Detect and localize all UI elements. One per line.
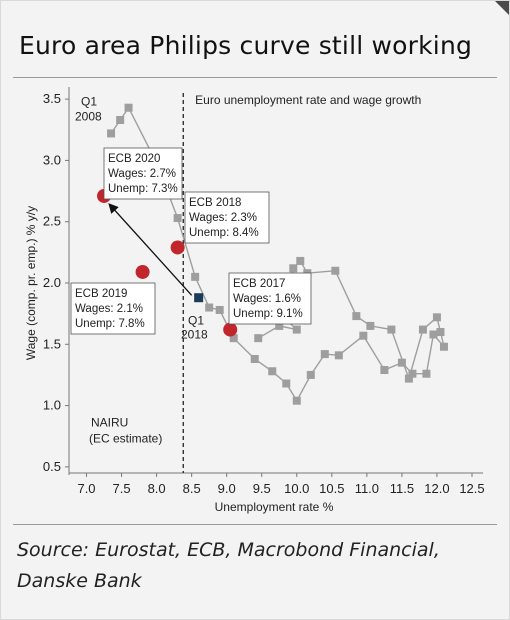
data-point-gray (397, 358, 406, 367)
callout-ecb-2018-line: ECB 2018 (189, 197, 241, 209)
data-point-gray (229, 334, 238, 343)
data-point-gray (124, 103, 133, 112)
callout-ecb-2020-line: Wages: 2.7% (108, 168, 176, 180)
data-point-gray (418, 325, 427, 334)
data-point-gray (292, 325, 301, 334)
source-note: Source: Eurostat, ECB, Macrobond Financi… (17, 539, 440, 592)
x-tick-label: 8.0 (148, 481, 166, 496)
y-tick-label: 2.5 (43, 214, 61, 229)
callout-ecb-2018-line: Unemp: 8.4% (189, 227, 259, 239)
x-axis-title: Unemployment rate % (215, 500, 334, 514)
data-point-gray (352, 312, 361, 321)
data-point-gray (429, 330, 438, 339)
label-q1-2008-year: 2008 (75, 110, 102, 124)
data-point-gray (268, 367, 277, 376)
chart-title: Euro unemployment rate and wage growth (195, 93, 421, 107)
callout-ecb-2017-line: Wages: 1.6% (233, 293, 301, 305)
x-tick-label: 10.0 (284, 481, 309, 496)
data-point-gray (366, 321, 375, 330)
data-point-gray (254, 334, 263, 343)
y-axis-title: Wage (comp. pr. emp.) % y/y (24, 206, 38, 360)
x-tick-label: 10.5 (319, 481, 344, 496)
source-divider (13, 524, 497, 525)
projection-arrow (108, 203, 193, 296)
data-point-gray (334, 351, 343, 360)
data-point-gray (205, 303, 214, 312)
data-point-gray (191, 272, 200, 281)
corner-mark (495, 1, 509, 15)
x-tick-label: 11.5 (390, 481, 414, 496)
data-point-gray (292, 396, 301, 405)
data-point-gray (432, 313, 441, 322)
y-tick-label: 3.5 (43, 91, 61, 106)
data-point-gray (408, 369, 417, 378)
title-divider (13, 77, 497, 78)
data-point-gray (422, 369, 431, 378)
data-point-gray (320, 350, 329, 359)
data-point-gray (282, 379, 291, 388)
data-point-latest (194, 293, 204, 303)
x-tick-label: 7.5 (113, 481, 131, 496)
data-point-ecb (223, 322, 238, 337)
data-point-gray (439, 342, 448, 351)
label-nairu: NAIRU (91, 415, 128, 429)
data-point-gray (296, 256, 305, 265)
callout-ecb-2020-line: Unemp: 7.3% (108, 183, 178, 195)
callout-ecb-2018-box (184, 191, 270, 244)
scatter-chart: 0.5 1.0 1.5 2.0 2.5 3.0 3.5 7.0 7.5 8.0 8.5 9.0 9.5 1… (24, 87, 485, 514)
callout-ecb-2019-line: Wages: 2.1% (75, 303, 143, 315)
label-nairu-note: (EC estimate) (89, 431, 162, 445)
x-tick-label: 9.0 (218, 481, 236, 496)
data-point-gray (250, 355, 259, 363)
callout-ecb-2019-line: Unemp: 7.8% (75, 318, 145, 330)
callout-ecb-2019-line: ECB 2019 (75, 288, 127, 300)
data-point-gray (380, 366, 389, 375)
data-point-gray (173, 214, 182, 223)
x-tick-label: 12.0 (424, 481, 449, 496)
label-q1-2018: Q1 (188, 314, 204, 328)
y-tick-label: 1.0 (43, 398, 61, 413)
data-point-ecb (170, 240, 185, 255)
callout-ecb-2020-box (103, 147, 183, 200)
data-point-gray (404, 374, 413, 383)
y-tick-label: 0.5 (43, 459, 61, 474)
data-point-gray (331, 266, 340, 275)
x-tick-label: 9.5 (253, 481, 271, 496)
data-point-gray (436, 328, 445, 337)
x-tick-label: 8.5 (183, 481, 201, 496)
x-tick-label: 7.0 (77, 481, 95, 496)
label-q1-2008: Q1 (81, 95, 97, 109)
data-point-gray (107, 129, 116, 138)
data-point-gray (306, 370, 315, 379)
callout-ecb-2018-line: Wages: 2.3% (189, 212, 257, 224)
callout-ecb-2019-box (70, 282, 156, 335)
y-tick-label: 3.0 (43, 152, 61, 167)
callout-ecb-2017-line: Unemp: 9.1% (233, 308, 303, 320)
data-point-gray (359, 331, 368, 340)
page-title: Euro area Philips curve still working (19, 31, 473, 60)
x-tick-label: 12.5 (459, 481, 484, 496)
data-point-gray (215, 305, 224, 314)
x-tick-label: 11.0 (355, 481, 379, 496)
callout-ecb-2020-line: ECB 2020 (108, 153, 160, 165)
callout-ecb-2017-box (228, 272, 312, 325)
callout-ecb-2017-line: ECB 2017 (233, 278, 285, 290)
data-point-gray (387, 325, 396, 334)
data-point-gray (116, 115, 125, 124)
data-point-gray (275, 321, 284, 330)
y-tick-label: 1.5 (43, 336, 61, 351)
data-point-ecb (135, 264, 150, 279)
label-q1-2018-year: 2018 (181, 328, 208, 342)
y-tick-label: 2.0 (43, 275, 61, 290)
data-point-gray (289, 264, 298, 273)
